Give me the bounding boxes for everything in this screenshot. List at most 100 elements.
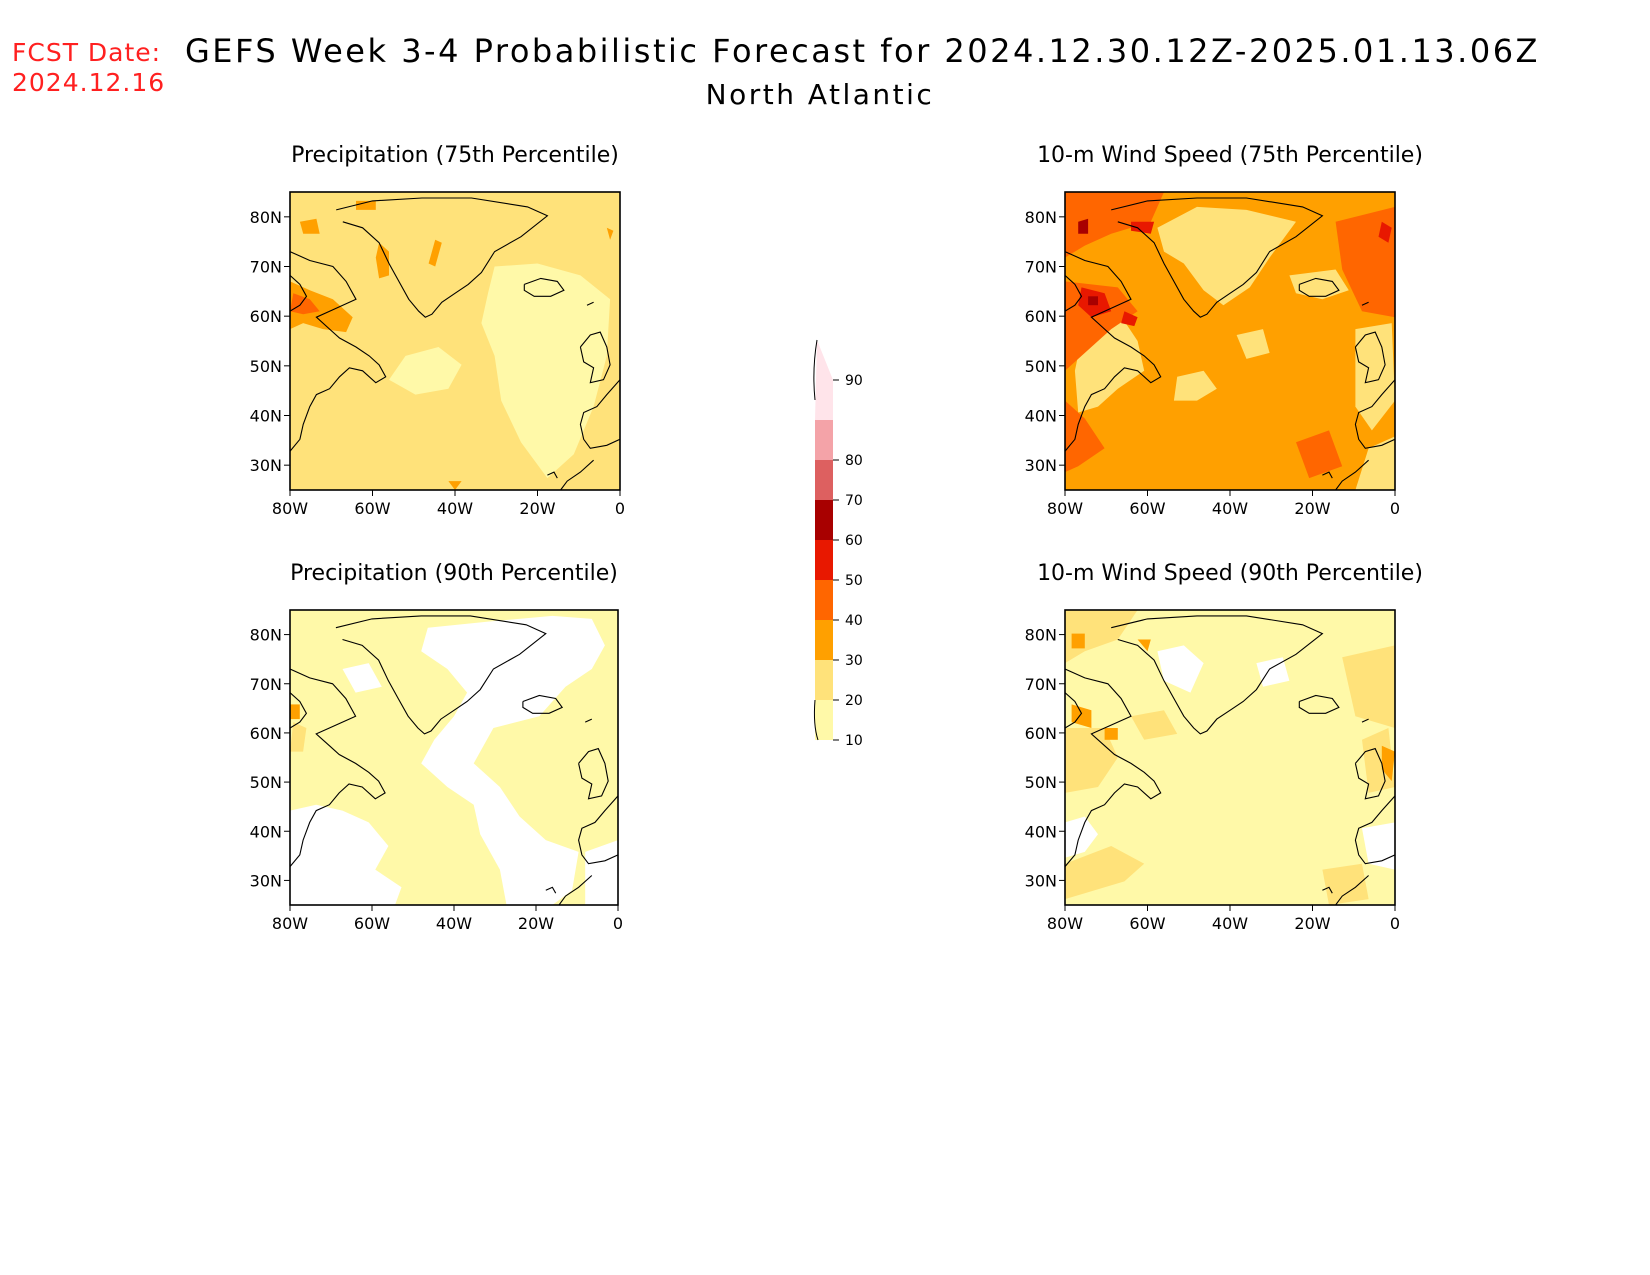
lat-tick-label: 60N — [1025, 307, 1057, 326]
colorbar-bin — [815, 460, 833, 500]
figure-subtitle: North Atlantic — [705, 78, 935, 111]
coastline — [290, 274, 308, 312]
lat-tick-label: 80N — [1025, 626, 1057, 645]
colorbar-label: 50 — [845, 573, 863, 589]
coastline — [1335, 459, 1369, 490]
lon-tick-label: 0 — [615, 499, 625, 518]
contour-region — [1065, 610, 1138, 664]
coastline — [1354, 379, 1395, 449]
contour-region — [1296, 430, 1343, 479]
lat-tick-label: 40N — [1025, 407, 1057, 426]
lon-tick-label: 60W — [1129, 499, 1165, 518]
lat-tick-label: 30N — [1025, 456, 1057, 475]
contour-region — [1121, 311, 1138, 327]
contour-region — [342, 663, 382, 693]
coastline — [1298, 694, 1340, 714]
coastline — [1111, 615, 1324, 735]
colorbar-bin-top — [815, 340, 833, 420]
lon-tick-label: 0 — [613, 914, 623, 933]
lon-tick-label: 60W — [1129, 914, 1165, 933]
lon-tick-label: 80W — [1047, 499, 1083, 518]
coastline — [545, 886, 557, 894]
coastline — [1065, 692, 1083, 729]
coastline — [547, 471, 558, 479]
contour-region — [299, 218, 320, 234]
lat-tick-label: 80N — [250, 626, 282, 645]
contour-region — [1131, 710, 1178, 740]
field-precip-75 — [290, 192, 620, 490]
panel-title: Precipitation (90th Percentile) — [290, 561, 618, 586]
colorbar-bin — [815, 660, 833, 700]
contour-region — [1355, 436, 1395, 490]
contour-region — [1378, 221, 1392, 243]
colorbar-bin — [815, 700, 833, 740]
colorbar-top-edge — [813, 339, 818, 401]
lat-tick-label: 70N — [250, 675, 282, 694]
contour-region — [1322, 863, 1369, 905]
lon-tick-label: 60W — [354, 499, 390, 518]
contour-region — [1071, 633, 1085, 649]
contour-region — [1355, 323, 1395, 431]
lon-tick-label: 20W — [1294, 914, 1330, 933]
lon-tick-label: 60W — [354, 914, 390, 933]
contour-region — [1157, 206, 1296, 306]
coastline — [560, 459, 594, 490]
map-panel-wind-75: 10-m Wind Speed (75th Percentile) 80N 70N 6… — [1025, 143, 1423, 518]
coastline — [1065, 251, 1162, 452]
lon-tick-label: 80W — [272, 499, 308, 518]
coastline — [336, 197, 549, 318]
contour-region — [389, 347, 462, 395]
coastline — [579, 379, 620, 449]
panel-title: 10-m Wind Speed (75th Percentile) — [1037, 143, 1423, 168]
lon-tick-label: 40W — [436, 914, 472, 933]
contour-region — [290, 804, 402, 905]
colorbar-label: 80 — [845, 453, 863, 469]
coastline — [1111, 197, 1324, 318]
colorbar-bottom-edge — [813, 699, 819, 741]
coastline — [1361, 301, 1369, 306]
field-precip-90 — [290, 610, 618, 905]
contour-region — [1362, 822, 1395, 870]
contour-region — [1342, 645, 1395, 728]
coastline — [1322, 471, 1333, 479]
coastline — [1322, 886, 1333, 894]
colorbar-label: 90 — [845, 373, 863, 389]
contour-region — [1071, 704, 1092, 728]
lat-tick-label: 70N — [1025, 258, 1057, 277]
map-panel-precip-90: Precipitation (90th Percentile) 80N 70N 60N… — [250, 561, 623, 933]
contour-region — [1078, 218, 1089, 234]
colorbar-bin — [815, 620, 833, 660]
lat-tick-label: 60N — [1025, 724, 1057, 743]
lat-tick-label: 50N — [250, 773, 282, 792]
panel-title: Precipitation (75th Percentile) — [291, 143, 619, 168]
lon-tick-label: 40W — [1212, 499, 1248, 518]
coastline — [1361, 718, 1369, 723]
field-wind-90 — [1065, 610, 1395, 905]
forecast-date-value: 2024.12.16 — [12, 68, 166, 97]
contour-region — [585, 840, 618, 905]
lon-tick-label: 80W — [1047, 914, 1083, 933]
contour-region — [1157, 645, 1204, 693]
lat-tick-label: 60N — [250, 724, 282, 743]
lat-tick-label: 40N — [250, 822, 282, 841]
contour-region — [1173, 370, 1217, 401]
contour-region — [428, 239, 442, 267]
coastline — [1354, 331, 1386, 384]
colorbar: 10 20 30 40 50 60 70 80 90 — [813, 339, 863, 749]
lat-tick-label: 80N — [1025, 208, 1057, 227]
panel-title: 10-m Wind Speed (90th Percentile) — [1037, 561, 1423, 586]
contour-region — [290, 722, 307, 752]
contour-region — [1256, 657, 1290, 687]
contour-region — [1065, 400, 1105, 473]
coastline — [1354, 747, 1386, 800]
lat-tick-label: 30N — [1025, 871, 1057, 890]
colorbar-label: 40 — [845, 613, 863, 629]
lon-tick-label: 20W — [519, 499, 555, 518]
colorbar-bin — [815, 540, 833, 580]
lon-tick-label: 20W — [518, 914, 554, 933]
figure-title: GEFS Week 3-4 Probabilistic Forecast for… — [185, 32, 1540, 70]
map-panel-wind-90: 10-m Wind Speed (90th Percentile) 80N 70N 6… — [1025, 561, 1423, 933]
coastline — [290, 251, 387, 452]
lon-tick-label: 20W — [1294, 499, 1330, 518]
